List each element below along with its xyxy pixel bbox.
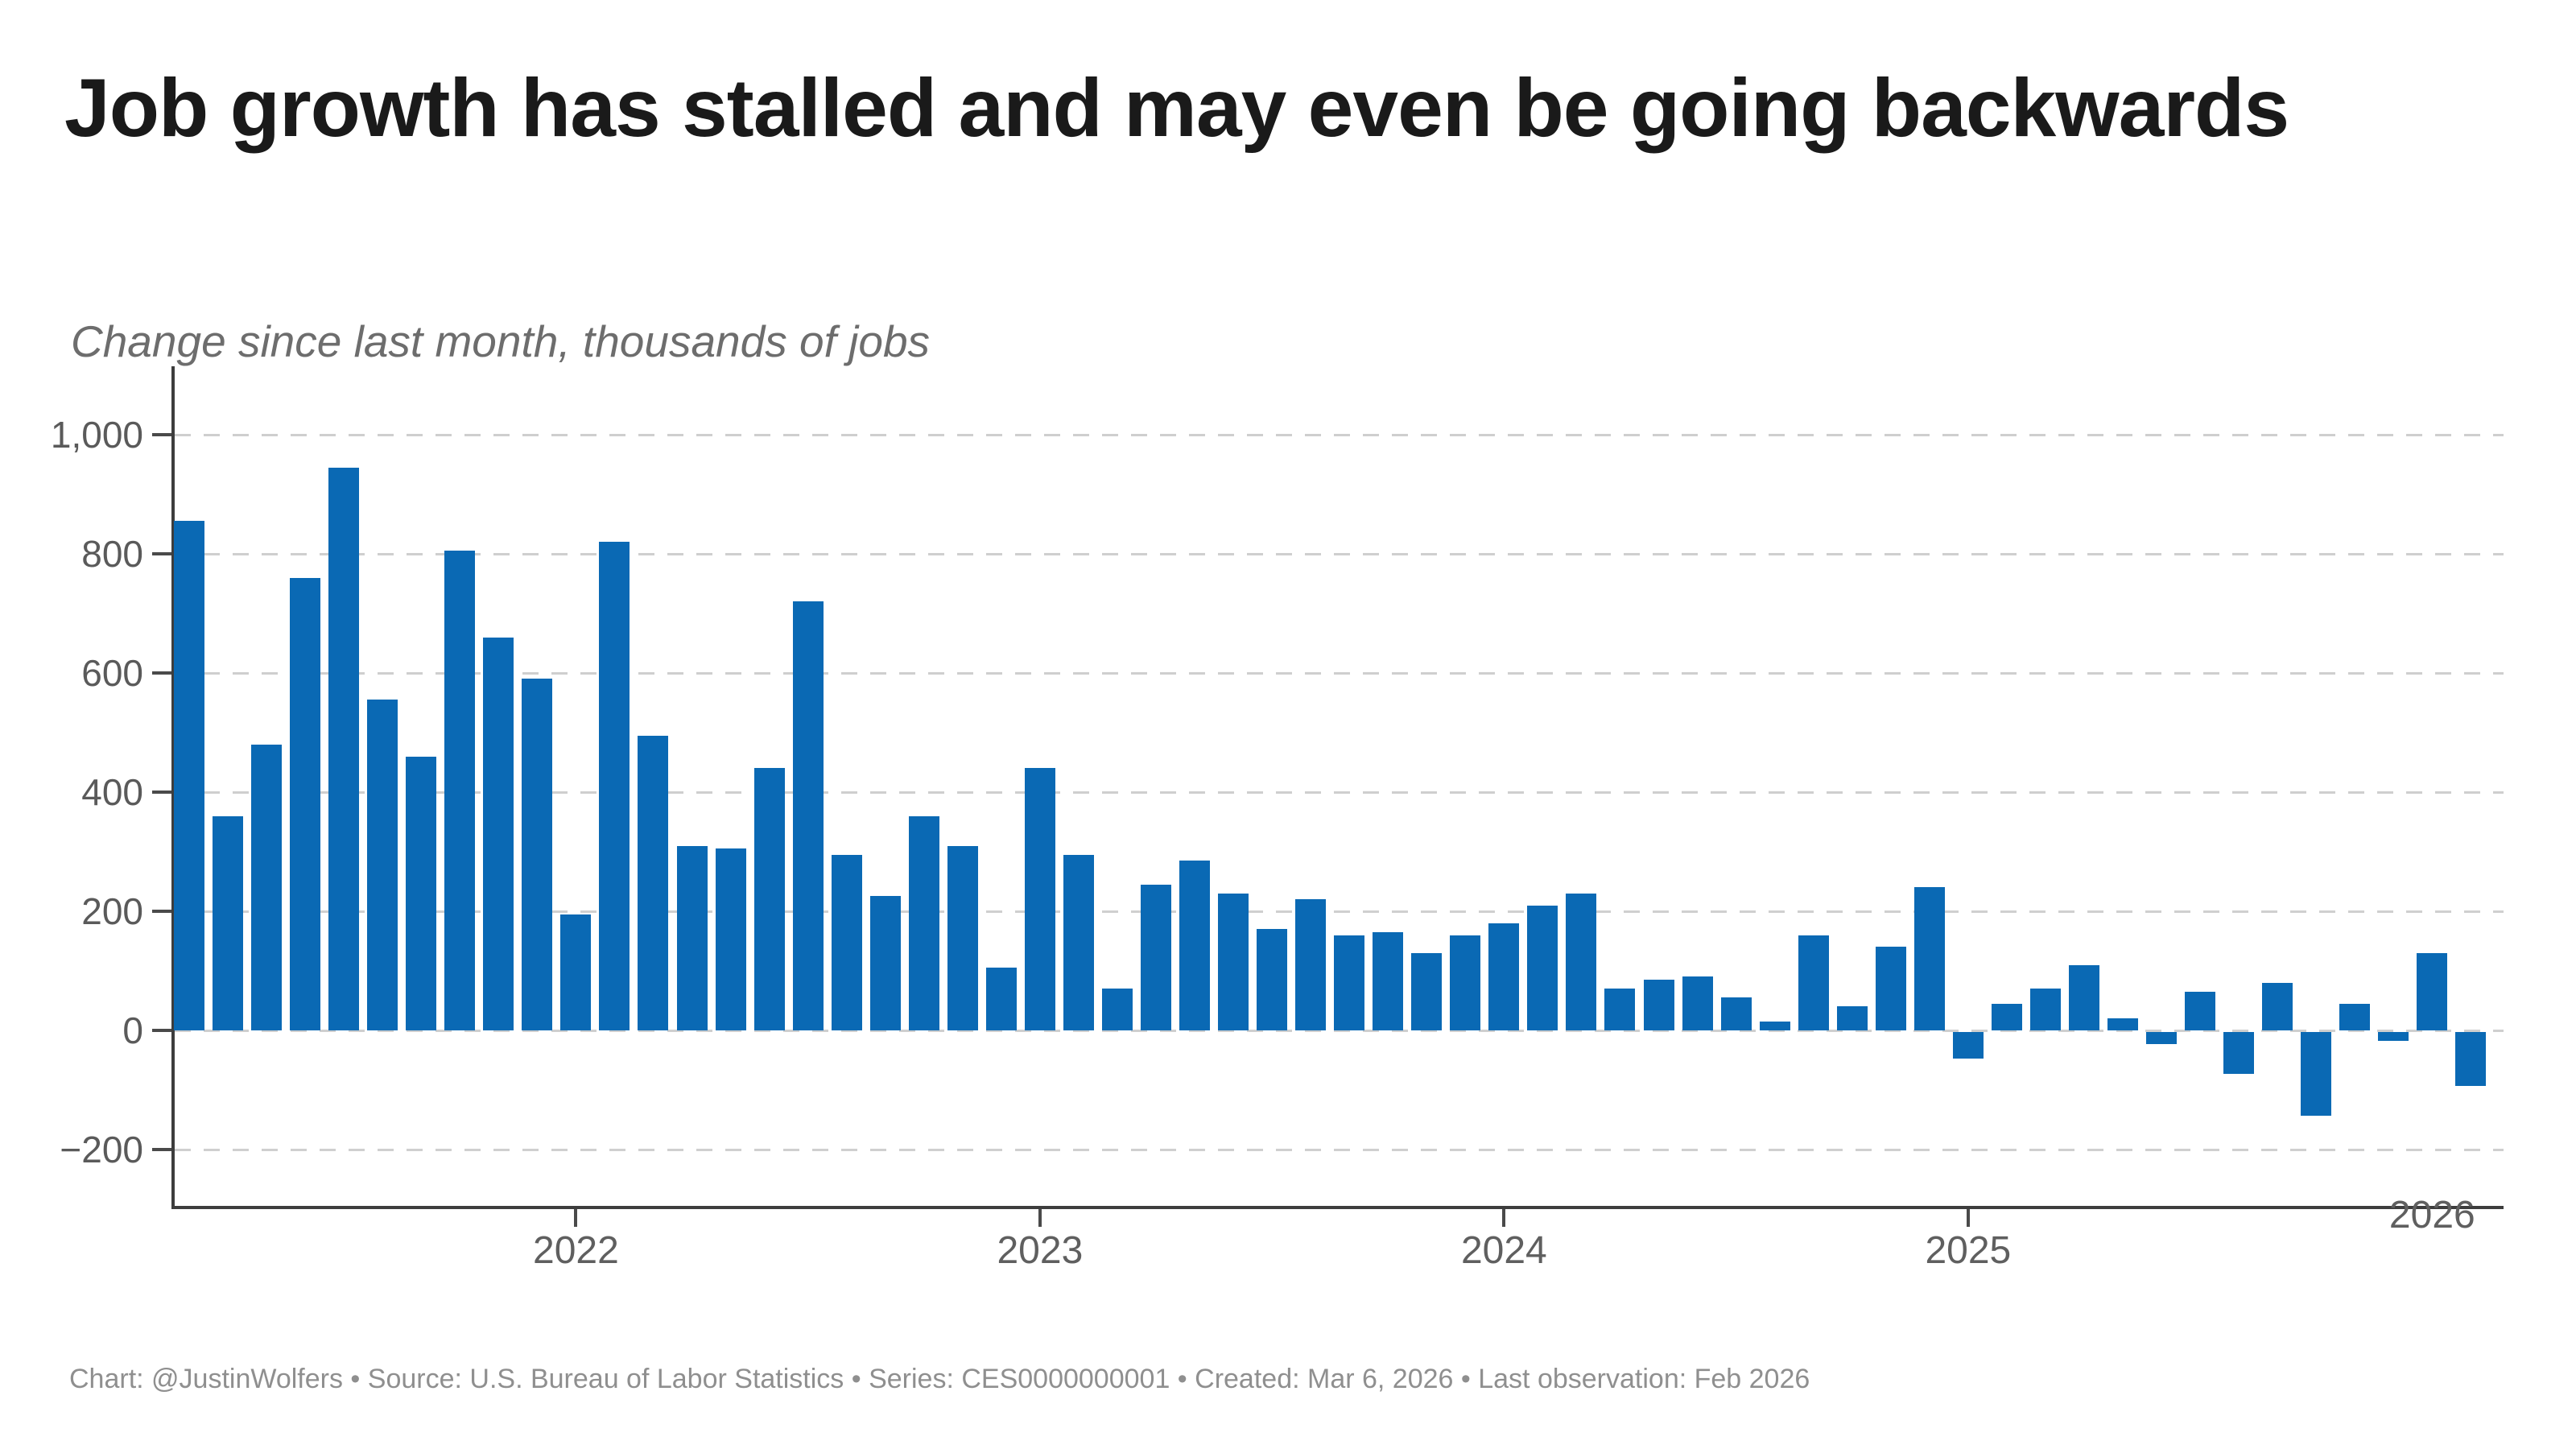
bar-oct-2025 xyxy=(2301,1032,2331,1116)
bar-apr-2024 xyxy=(1604,989,1635,1030)
y-axis-line xyxy=(171,366,175,1209)
y-tick-label: 1,000 xyxy=(50,414,143,456)
y-tick-label: 200 xyxy=(81,890,143,932)
bar-oct-2024 xyxy=(1837,1006,1868,1030)
bar-dec-2025 xyxy=(2378,1032,2409,1041)
bar-mar-2024 xyxy=(1566,894,1596,1030)
bar-may-2025 xyxy=(2107,1018,2138,1030)
bar-aug-2022 xyxy=(832,855,862,1030)
bar-mar-2021 xyxy=(174,521,204,1030)
x-axis-tick-2023 xyxy=(1038,1209,1042,1227)
bar-sep-2021 xyxy=(406,757,436,1030)
y-axis-tick xyxy=(152,1029,171,1032)
bar-jun-2024 xyxy=(1682,976,1713,1030)
footer-credit: Chart: @JustinWolfers • Source: U.S. Bur… xyxy=(69,1364,1810,1394)
bar-apr-2021 xyxy=(213,816,243,1030)
x-axis-tick-2024 xyxy=(1502,1209,1506,1227)
bar-jul-2021 xyxy=(328,468,359,1030)
bar-nov-2025 xyxy=(2339,1004,2370,1030)
y-axis-tick xyxy=(152,791,171,794)
y-axis-tick xyxy=(152,552,171,555)
bar-oct-2023 xyxy=(1373,932,1403,1030)
bar-feb-2025 xyxy=(1992,1004,2022,1030)
gridline-600 xyxy=(175,672,2504,675)
bar-apr-2025 xyxy=(2069,965,2099,1030)
x-year-label-2022: 2022 xyxy=(533,1229,619,1272)
bar-may-2021 xyxy=(251,745,282,1030)
y-tick-label: 0 xyxy=(122,1009,143,1051)
gridline-200 xyxy=(175,910,2504,913)
bar-feb-2024 xyxy=(1527,906,1558,1030)
y-axis-tick xyxy=(152,910,171,913)
y-tick-label: 800 xyxy=(81,533,143,575)
x-year-label-2026: 2026 xyxy=(2388,1194,2475,1236)
bar-aug-2021 xyxy=(367,700,398,1030)
bar-jul-2023 xyxy=(1257,929,1287,1030)
x-year-label-2024: 2024 xyxy=(1460,1229,1547,1272)
bar-jan-2024 xyxy=(1488,923,1519,1030)
bar-may-2023 xyxy=(1179,861,1210,1030)
bar-mar-2023 xyxy=(1102,989,1133,1030)
bar-mar-2022 xyxy=(638,736,668,1030)
gridline-0 xyxy=(175,1030,2504,1032)
bar-mar-2025 xyxy=(2030,989,2061,1030)
bar-sep-2022 xyxy=(870,896,901,1030)
bar-jun-2021 xyxy=(290,578,320,1030)
x-axis-tick-2025 xyxy=(1966,1209,1970,1227)
y-tick-label: −200 xyxy=(60,1129,143,1170)
y-axis-tick xyxy=(152,433,171,436)
gridline-400 xyxy=(175,791,2504,794)
y-tick-label: 400 xyxy=(81,771,143,813)
y-tick-label: 600 xyxy=(81,652,143,694)
bar-nov-2022 xyxy=(947,846,978,1030)
bar-jan-2022 xyxy=(560,914,591,1030)
bar-apr-2023 xyxy=(1141,885,1171,1030)
bar-apr-2022 xyxy=(677,846,708,1030)
y-axis-tick xyxy=(152,1148,171,1151)
bar-oct-2022 xyxy=(909,816,939,1030)
bar-jan-2023 xyxy=(1025,768,1055,1030)
bar-feb-2023 xyxy=(1063,855,1094,1030)
bar-may-2022 xyxy=(716,848,746,1030)
y-axis-tick xyxy=(152,671,171,675)
bar-jun-2023 xyxy=(1218,894,1249,1030)
bar-nov-2021 xyxy=(483,638,514,1030)
bar-dec-2023 xyxy=(1450,935,1480,1030)
x-axis-line xyxy=(171,1206,2504,1209)
bar-feb-2022 xyxy=(599,542,630,1030)
x-axis-tick-2022 xyxy=(574,1209,578,1227)
bar-jun-2025 xyxy=(2146,1032,2177,1044)
bar-dec-2024 xyxy=(1914,887,1945,1030)
gridline--200 xyxy=(175,1149,2504,1151)
bar-aug-2024 xyxy=(1760,1022,1790,1030)
bar-may-2024 xyxy=(1644,980,1674,1030)
bar-jan-2026 xyxy=(2417,953,2447,1030)
bar-sep-2024 xyxy=(1798,935,1829,1030)
x-year-label-2023: 2023 xyxy=(997,1229,1084,1272)
bar-feb-2026 xyxy=(2455,1032,2486,1086)
chart-subtitle: Change since last month, thousands of jo… xyxy=(71,316,931,366)
bar-jul-2022 xyxy=(793,601,824,1030)
gridline-800 xyxy=(175,553,2504,555)
bar-sep-2025 xyxy=(2262,983,2293,1030)
bar-dec-2022 xyxy=(986,968,1017,1030)
bar-aug-2023 xyxy=(1295,899,1326,1030)
bar-oct-2021 xyxy=(444,551,475,1030)
chart-title: Job growth has stalled and may even be g… xyxy=(64,62,2289,154)
bar-nov-2024 xyxy=(1876,947,1906,1030)
bar-jun-2022 xyxy=(754,768,785,1030)
bar-sep-2023 xyxy=(1334,935,1364,1030)
gridline-1000 xyxy=(175,434,2504,436)
bar-nov-2023 xyxy=(1411,953,1442,1030)
bar-jan-2025 xyxy=(1953,1032,1984,1059)
bar-jul-2025 xyxy=(2185,992,2215,1030)
x-year-label-2025: 2025 xyxy=(1925,1229,2012,1272)
bar-dec-2021 xyxy=(522,679,552,1030)
bar-jul-2024 xyxy=(1721,997,1752,1030)
bar-aug-2025 xyxy=(2223,1032,2254,1074)
